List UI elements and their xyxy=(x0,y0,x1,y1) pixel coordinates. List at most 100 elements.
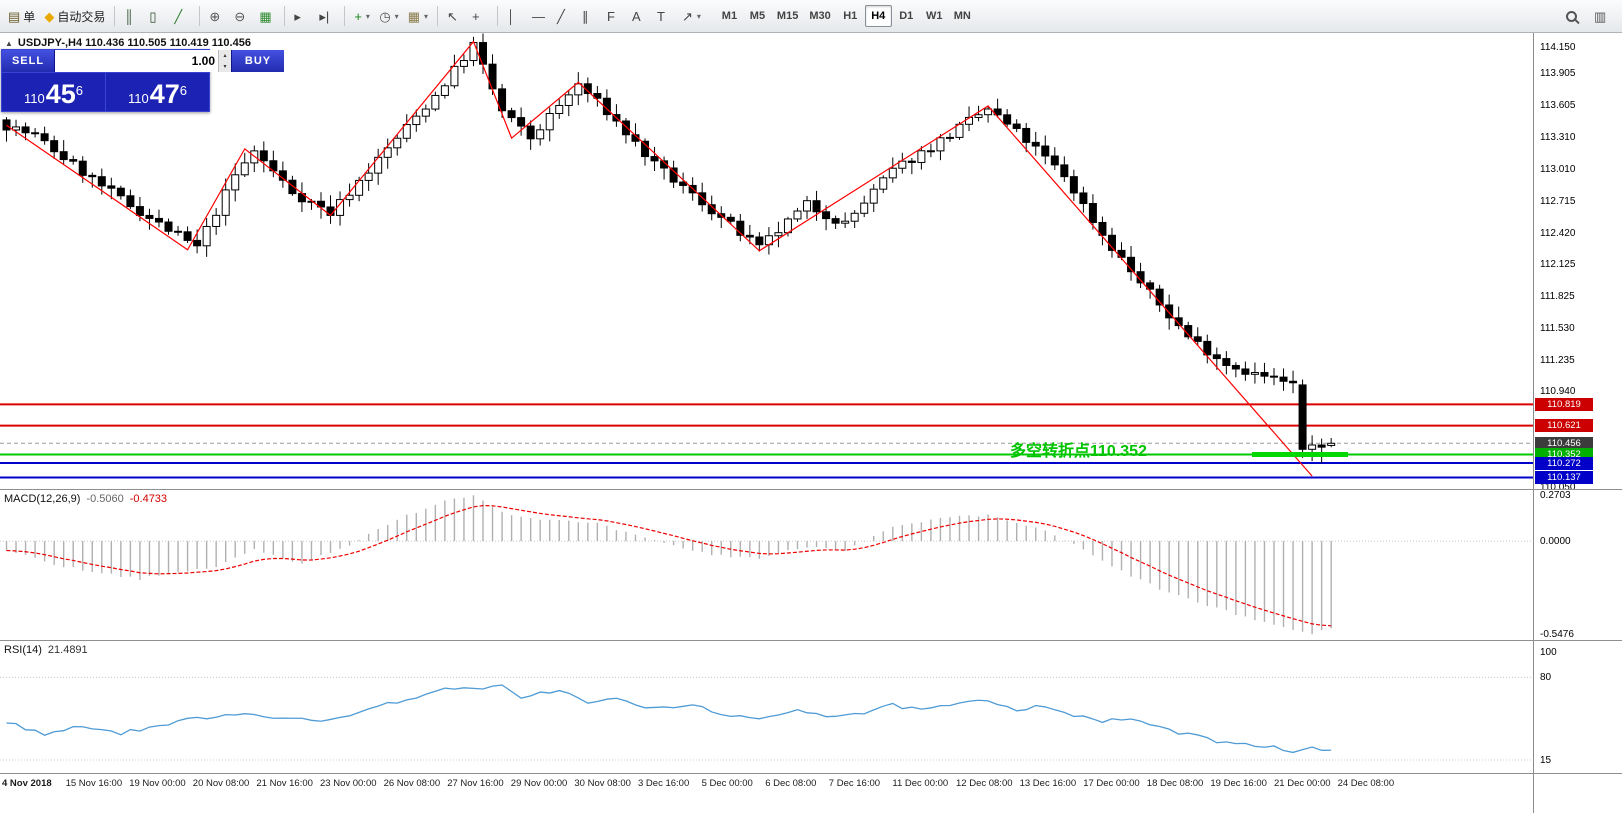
new-chart-button[interactable]: + ▾ xyxy=(350,4,374,28)
candle-body xyxy=(774,232,783,237)
candle-body xyxy=(183,231,192,241)
arrow-icon: ↗ xyxy=(682,8,693,24)
candle-body xyxy=(393,137,402,149)
vertical-line-button[interactable]: │ xyxy=(503,4,527,28)
candle-body xyxy=(993,108,1002,116)
candle-body xyxy=(164,221,173,232)
candle-body xyxy=(1050,155,1059,166)
candle-body xyxy=(193,239,202,247)
new-order-button[interactable]: ▤ 单 xyxy=(4,4,39,28)
candle-body xyxy=(1222,358,1231,366)
price-scale[interactable]: 114.150 113.905 113.605 113.310 113.010 112.7… xyxy=(1533,33,1622,813)
candle-body xyxy=(1317,444,1326,448)
fibonacci-button[interactable]: F xyxy=(603,4,627,28)
timeframe-d1-button[interactable]: D1 xyxy=(893,5,920,27)
candle-body xyxy=(126,195,135,208)
arrows-button[interactable]: ↗ ▾ xyxy=(678,4,705,28)
chart-plot-area[interactable]: ▲ USDJPY-,H4 110.436 110.505 110.419 110… xyxy=(0,33,1533,813)
sell-button[interactable]: SELL xyxy=(2,50,54,72)
candlestick-chart[interactable] xyxy=(0,33,1533,489)
candle-body xyxy=(21,126,30,134)
candle-body xyxy=(1012,123,1021,129)
price-tag: 110.456 xyxy=(1535,436,1593,450)
candle-body xyxy=(536,129,545,140)
time-axis-label: 29 Nov 00:00 xyxy=(510,778,568,789)
price-tick-label: 110.940 xyxy=(1540,386,1576,398)
candle-body xyxy=(1088,203,1097,223)
price-tick-label: 113.605 xyxy=(1540,100,1576,112)
toolbar-separator xyxy=(344,6,346,26)
clock-icon: ◷ xyxy=(379,8,391,24)
crosshair-button[interactable]: + xyxy=(468,4,492,28)
auto-scroll-button[interactable]: ▸ xyxy=(290,4,314,28)
timeframe-m1-button[interactable]: M1 xyxy=(716,5,743,27)
chart-shift-button[interactable]: ▸| xyxy=(315,4,339,28)
time-axis-label: 26 Nov 08:00 xyxy=(383,778,441,789)
candle-body xyxy=(936,137,945,152)
timeframe-m15-button[interactable]: M15 xyxy=(772,5,803,27)
timeframe-h1-button[interactable]: H1 xyxy=(837,5,864,27)
horizontal-line-button[interactable]: ― xyxy=(528,4,552,28)
search-button[interactable] xyxy=(1562,4,1586,28)
buy-button[interactable]: BUY xyxy=(232,50,284,72)
macd-indicator-chart[interactable] xyxy=(0,490,1533,640)
candle-body xyxy=(869,188,878,204)
new-order-button-label: 单 xyxy=(23,9,36,24)
data-window-icon: ▥ xyxy=(1594,8,1607,24)
volume-down-button[interactable]: ▾ xyxy=(219,61,231,72)
rsi-indicator-chart[interactable] xyxy=(0,641,1533,773)
time-axis-label: 19 Nov 00:00 xyxy=(129,778,186,789)
toolbar-right-buttons: ▥ xyxy=(1562,4,1618,28)
tile-windows-button[interactable]: ▦ xyxy=(255,4,279,28)
candle-body xyxy=(517,117,526,127)
pane-separator[interactable] xyxy=(0,640,1622,641)
line-chart-button[interactable]: ╱ xyxy=(170,4,194,28)
volume-input[interactable] xyxy=(55,50,218,72)
cursor-button[interactable]: ↖ xyxy=(443,4,467,28)
candle-body xyxy=(12,126,21,131)
data-window-button[interactable]: ▥ xyxy=(1590,4,1614,28)
macd-axis-label: 0.2703 xyxy=(1540,490,1571,502)
candle-body xyxy=(1174,317,1183,327)
candle-body xyxy=(1146,282,1155,290)
auto-scroll-icon: ▸ xyxy=(294,8,301,24)
candle-body xyxy=(822,211,831,220)
zoom-in-button[interactable]: ⊕ xyxy=(205,4,229,28)
zoom-out-button[interactable]: ⊖ xyxy=(230,4,254,28)
periods-button[interactable]: ◷ ▾ xyxy=(375,4,402,28)
candle-body xyxy=(1250,372,1259,375)
volume-up-button[interactable]: ▴ xyxy=(219,50,231,61)
candle-body xyxy=(1022,127,1031,143)
chart-shift-icon: ▸| xyxy=(319,8,330,24)
candlestick-icon: ▯ xyxy=(149,8,157,24)
templates-button[interactable]: ▦ ▾ xyxy=(404,4,432,28)
trendline-button[interactable]: ╱ xyxy=(553,4,577,28)
autotrading-button[interactable]: ◆ 自动交易 xyxy=(40,4,109,28)
candle-body xyxy=(97,176,106,187)
candle-body xyxy=(974,114,983,118)
trade-panel-toggle-icon[interactable]: ▲ xyxy=(5,38,13,48)
candle-body xyxy=(879,177,888,190)
text-label-button[interactable]: T xyxy=(653,4,677,28)
candlestick-chart-button[interactable]: ▯ xyxy=(145,4,169,28)
text-label-icon: T xyxy=(657,8,665,24)
price-tick-label: 114.150 xyxy=(1540,41,1576,53)
template-icon: ▦ xyxy=(407,8,420,24)
timeframe-mn-button[interactable]: MN xyxy=(949,5,976,27)
equidistant-channel-button[interactable]: ∥ xyxy=(578,4,602,28)
dropdown-arrow-icon: ▾ xyxy=(394,11,399,21)
timeframe-h4-button[interactable]: H4 xyxy=(864,5,892,27)
timeframe-m30-button[interactable]: M30 xyxy=(804,5,835,27)
zoom-in-icon: ⊕ xyxy=(209,8,221,24)
candle-body xyxy=(240,162,249,176)
candle-body xyxy=(212,214,221,227)
candle-body xyxy=(926,150,935,153)
pane-separator[interactable] xyxy=(0,489,1622,490)
timeframe-w1-button[interactable]: W1 xyxy=(921,5,948,27)
bar-chart-button[interactable]: ║ xyxy=(120,4,144,28)
time-axis[interactable]: 4 Nov 2018 15 Nov 16:00 19 Nov 00:00 20 Nov… xyxy=(0,776,1533,798)
symbol-line: ▲ USDJPY-,H4 110.436 110.505 110.419 110… xyxy=(5,37,251,49)
time-axis-label: 30 Nov 08:00 xyxy=(574,778,631,789)
timeframe-m5-button[interactable]: M5 xyxy=(744,5,771,27)
text-button[interactable]: A xyxy=(628,4,652,28)
